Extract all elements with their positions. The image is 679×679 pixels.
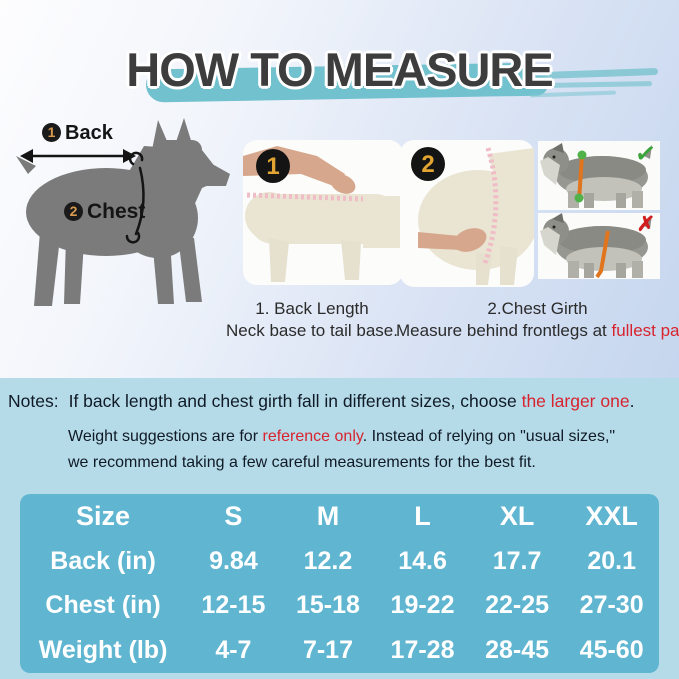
table-header-cell: XXL [585,500,638,531]
harness-strap [595,230,610,279]
table-row-label: Weight (lb) [38,636,168,665]
table-cell: 7-17 [302,636,353,665]
table-cell: 15-18 [295,591,360,620]
weight-suggestion-paragraph: Weight suggestions are for reference onl… [68,424,615,476]
chest-girth-arrow-top-hook [128,151,144,166]
table-header-cell: S [224,500,243,531]
table-cell: 17.7 [492,546,542,575]
correct-point-dot [574,193,584,203]
number-1-badge-icon: 1 [42,123,61,142]
chest-girth-caption-desc: Measure behind frontlegs at fullest part… [396,320,679,342]
notes-line: Notes: If back length and chest girth fal… [8,391,634,412]
size-chart-table: Size S M L XL XXL Back (in) 9.84 12.2 14… [20,494,659,673]
larger-one-highlight: the larger one [521,391,630,411]
hand-illustration [418,228,487,252]
correct-point-dot [577,150,587,160]
table-cell: 4-7 [215,636,252,665]
chest-girth-caption: 2.Chest Girth Measure behind frontlegs a… [396,298,679,342]
table-cell: 27-30 [579,591,644,620]
chest-girth-line [134,166,145,236]
chest-girth-arrow-bottom-hook [125,231,141,244]
table-cell: 19-22 [390,591,455,620]
reference-only-highlight: reference only [262,428,363,445]
measurement-annotations [22,151,145,244]
notes-text-period: . [629,391,635,411]
back-length-caption: 1. Back Length Neck base to tail base. [222,298,402,342]
correct-position-photo: ✓ [538,138,660,210]
chest-girth-caption-title: 2.Chest Girth [487,299,588,318]
table-cell: 14.6 [398,546,447,575]
weight-suggestion-line-2: we recommend taking a few careful measur… [68,454,536,471]
table-header-cell: XL [499,500,535,531]
table-cell: 45-60 [579,636,644,665]
table-row-label: Back (in) [50,546,156,575]
title-block: HOW TO MEASURE [0,34,679,112]
sizing-notes-section: Notes: If back length and chest girth fal… [0,378,679,679]
table-header-cell: M [316,500,340,531]
table-header-cell: L [414,500,431,531]
fullest-part-highlight: fullest part. [611,321,679,340]
page-title: HOW TO MEASURE [126,43,553,96]
dog-silhouette-illustration [16,118,230,306]
notes-label: Notes: [8,391,59,411]
schnauzer-wrong-illustration [538,213,660,279]
measure-section: HOW TO MEASURE [0,0,679,378]
table-cell: 28-45 [485,636,550,665]
harness-strap [577,154,584,202]
table-row-label: Chest (in) [45,591,161,620]
chest-label-text: Chest [87,200,146,223]
table-header-cell: Size [76,500,131,531]
x-icon: ✗ [636,212,656,237]
chest-measure-label: 2 Chest [64,200,145,224]
photo-2-number-badge: 2 [421,151,434,178]
table-cell: 20.1 [587,546,636,575]
measuring-tape [246,192,364,202]
notes-text: If back length and chest girth fall in d… [68,391,522,411]
wrong-position-photo: ✗ [538,212,660,279]
table-cell: 12-15 [201,591,266,620]
mannequin-chest-measure-illustration: 2 [400,140,538,287]
dog-measurement-diagram: 1 Back 2 Chest [6,116,241,316]
back-length-photo: 1 [243,140,403,285]
check-icon: ✓ [633,138,658,170]
photo-1-number-badge: 1 [266,153,279,180]
schnauzer-correct-illustration [538,141,660,210]
back-length-caption-desc: Neck base to tail base. [226,321,398,340]
table-cell: 22-25 [485,591,550,620]
number-2-badge-icon: 2 [64,202,83,221]
table-cell: 9.84 [209,546,258,575]
chest-girth-photo: 2 [400,140,538,287]
table-cell: 12.2 [303,546,353,575]
measuring-tape [481,147,499,267]
table-cell: 17-28 [390,636,455,665]
back-measure-label: 1 Back [42,122,113,145]
weight-suggestion-line-1: Weight suggestions are for reference onl… [68,428,616,445]
back-label-text: Back [65,122,113,144]
back-length-caption-title: 1. Back Length [255,299,369,318]
mannequin-back-measure-illustration: 1 [243,140,403,285]
